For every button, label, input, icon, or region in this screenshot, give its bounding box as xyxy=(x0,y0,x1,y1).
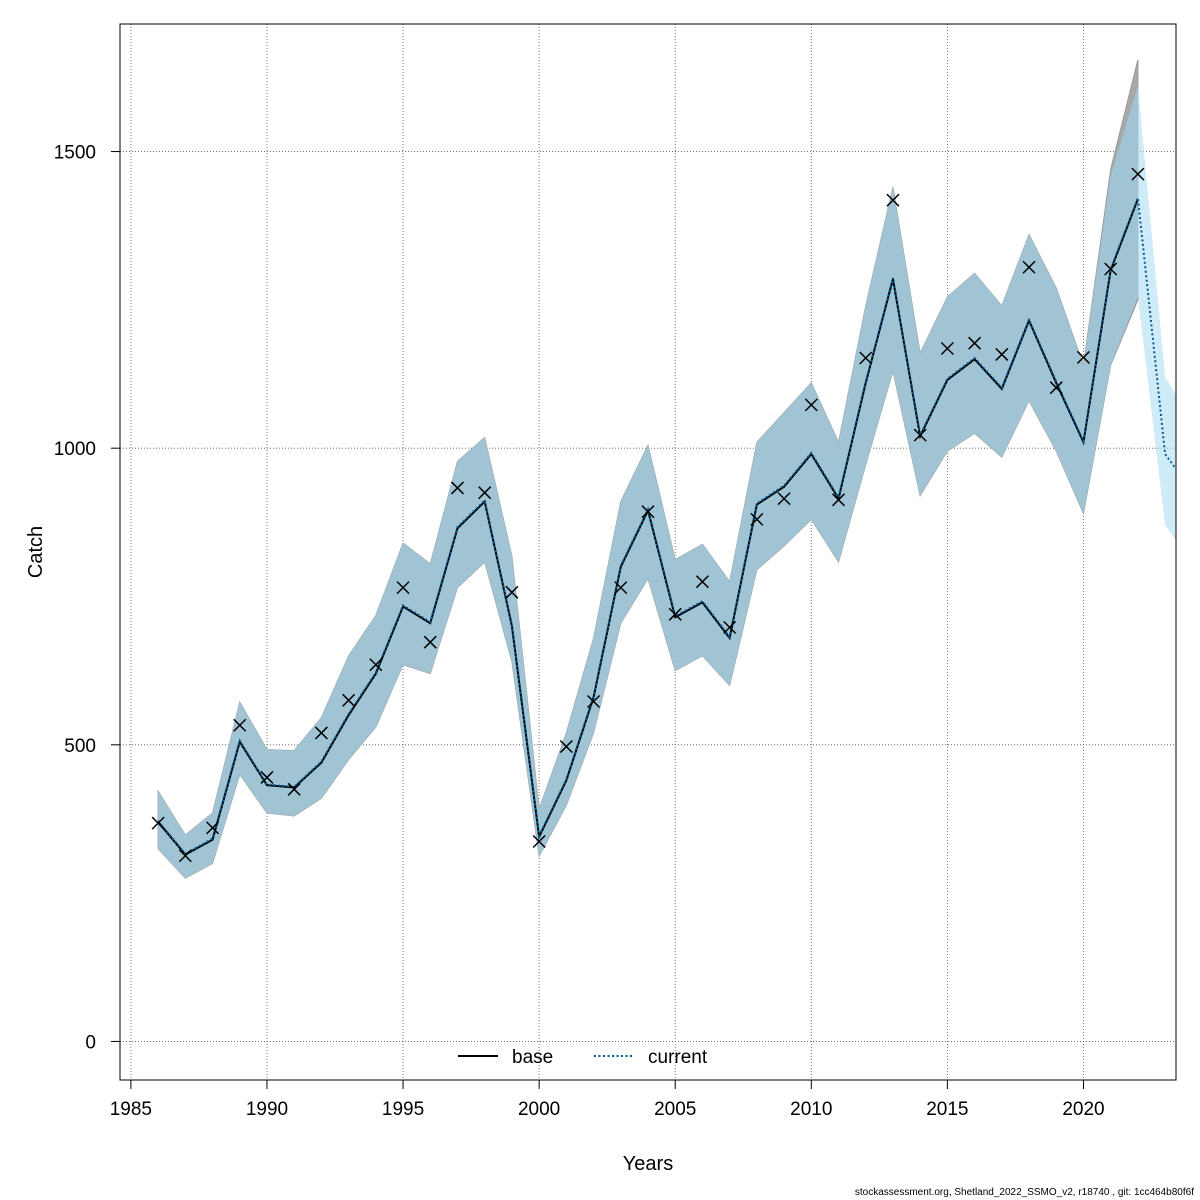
observed-marker-2010 xyxy=(804,398,818,412)
x-tick-label-2020: 2020 xyxy=(1062,1099,1104,1120)
legend-base-label: base xyxy=(512,1047,553,1068)
observed-marker-1987 xyxy=(178,849,192,863)
observed-marker-2004 xyxy=(641,505,655,519)
observed-marker-2016 xyxy=(968,336,982,350)
observed-marker-1998 xyxy=(478,486,492,500)
y-tick-label-1000: 1000 xyxy=(54,439,96,460)
observed-marker-1995 xyxy=(396,581,410,595)
observed-marker-2020 xyxy=(1076,350,1090,364)
footer-credit: stockassessment.org, Shetland_2022_SSMO_… xyxy=(854,1187,1194,1198)
legend: base current xyxy=(458,1047,708,1068)
x-tick-label-2015: 2015 xyxy=(926,1099,968,1120)
observed-marker-1990 xyxy=(260,770,274,784)
y-tick-label-500: 500 xyxy=(64,736,96,757)
observed-markers xyxy=(151,167,1145,863)
observed-marker-2007 xyxy=(723,620,737,634)
overlap-confidence-band xyxy=(158,86,1138,879)
observed-marker-2019 xyxy=(1049,381,1063,395)
observed-marker-1986 xyxy=(151,816,165,830)
observed-marker-2011 xyxy=(831,493,846,507)
x-tick-label-1990: 1990 xyxy=(246,1099,288,1120)
x-tick-label-2010: 2010 xyxy=(790,1099,832,1120)
observed-marker-2022 xyxy=(1131,167,1145,181)
observed-marker-1988 xyxy=(206,821,220,835)
observed-marker-1989 xyxy=(233,718,247,732)
confidence-bands xyxy=(157,59,1176,879)
observed-marker-2012 xyxy=(859,351,873,365)
gridlines xyxy=(120,24,1176,1080)
x-tick-label-1985: 1985 xyxy=(110,1099,152,1120)
observed-marker-2008 xyxy=(750,512,764,526)
observed-marker-1996 xyxy=(423,635,437,649)
observed-marker-1993 xyxy=(342,693,356,707)
observed-marker-2000 xyxy=(532,834,546,849)
observed-marker-2018 xyxy=(1022,260,1036,274)
x-axis-title: Years xyxy=(623,1153,673,1175)
observed-marker-2003 xyxy=(614,581,628,595)
observed-marker-1992 xyxy=(314,726,328,740)
observed-marker-2002 xyxy=(587,694,601,709)
x-tick-label-2005: 2005 xyxy=(654,1099,696,1120)
legend-current-label: current xyxy=(648,1047,708,1068)
x-tick-label-1995: 1995 xyxy=(382,1099,424,1120)
observed-marker-2009 xyxy=(777,492,791,506)
series-lines xyxy=(157,197,1176,856)
x-tick-label-2000: 2000 xyxy=(518,1099,560,1120)
observed-marker-2014 xyxy=(913,428,927,442)
observed-marker-2021 xyxy=(1104,262,1118,276)
observed-marker-2001 xyxy=(559,740,573,754)
axes: 1985 1990 1995 2000 2005 2010 2015 2020 0 500 1000… xyxy=(54,143,1105,1120)
series-line-current xyxy=(157,197,1176,856)
observed-marker-1991 xyxy=(287,782,301,796)
observed-marker-2006 xyxy=(695,575,709,589)
y-axis-title: Catch xyxy=(25,526,47,578)
observed-marker-1994 xyxy=(369,658,383,672)
observed-marker-2013 xyxy=(886,193,900,207)
y-tick-label-1500: 1500 xyxy=(54,143,96,164)
observed-marker-1999 xyxy=(505,585,519,599)
observed-marker-2005 xyxy=(668,607,682,621)
observed-marker-2015 xyxy=(940,341,954,356)
observed-marker-1997 xyxy=(450,481,465,495)
observed-marker-2017 xyxy=(995,347,1009,361)
y-tick-label-0: 0 xyxy=(85,1032,96,1053)
